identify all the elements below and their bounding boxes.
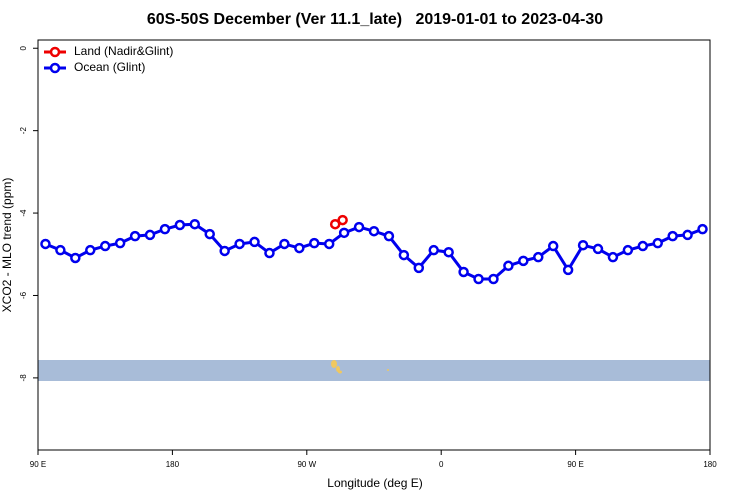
land-shapes (331, 360, 389, 374)
data-point (577, 239, 589, 251)
y-tick-label: 0 (19, 45, 28, 50)
data-point (518, 255, 529, 267)
legend-marker (49, 62, 61, 74)
data-point (338, 227, 350, 239)
data-point (473, 273, 484, 285)
data-point (413, 262, 425, 274)
data-point (592, 243, 604, 255)
y-tick-label: -8 (19, 374, 28, 382)
data-point (85, 244, 96, 256)
data-point (488, 273, 499, 285)
data-point (279, 238, 290, 250)
data-point (503, 260, 514, 272)
x-tick-label: 180 (166, 460, 180, 469)
data-point (368, 225, 380, 237)
data-point (174, 219, 186, 231)
data-point (129, 230, 141, 242)
data-point (398, 249, 410, 261)
data-point (443, 246, 454, 258)
data-point (144, 229, 156, 241)
chart-title: 60S-50S December (Ver 11.1_late) 2019-01… (147, 11, 603, 28)
data-point (219, 245, 230, 257)
data-point (383, 230, 395, 242)
data-point (428, 244, 439, 256)
y-axis-label: XCO2 - MLO trend (ppm) (0, 178, 14, 313)
legend-label: Ocean (Glint) (74, 60, 145, 74)
data-point (682, 229, 693, 241)
map-strip (38, 360, 710, 381)
data-point (622, 244, 634, 256)
data-point (294, 242, 305, 254)
data-point (70, 252, 81, 264)
data-point (533, 251, 544, 263)
data-point (159, 223, 171, 235)
y-tick-label: -4 (19, 209, 28, 217)
x-tick-label: 0 (439, 460, 444, 469)
x-tick-label: 90 E (567, 460, 583, 469)
data-point (189, 218, 201, 230)
data-point (249, 236, 260, 248)
data-point (353, 221, 365, 233)
data-point (40, 238, 51, 250)
data-point (697, 223, 708, 235)
legend-label: Land (Nadir&Glint) (74, 44, 173, 58)
data-point (337, 214, 348, 226)
data-point (309, 237, 320, 249)
data-point (114, 237, 126, 249)
data-point (323, 238, 335, 250)
data-point (562, 264, 574, 276)
data-point (264, 247, 275, 259)
data-point (607, 251, 619, 263)
data-point (637, 240, 649, 252)
x-tick-label: 90 E (30, 460, 46, 469)
y-tick-label: -2 (19, 127, 28, 135)
data-point (547, 240, 559, 252)
data-point (667, 230, 678, 242)
data-point (204, 228, 215, 240)
y-tick-label: -6 (19, 291, 28, 299)
plot-frame (37, 39, 711, 451)
x-tick-label: 180 (703, 460, 717, 469)
data-point (652, 237, 663, 249)
x-axis-label: Longitude (deg E) (327, 476, 422, 490)
x-tick-label: 90 W (297, 460, 316, 469)
data-point (55, 244, 66, 256)
data-point (458, 266, 469, 278)
legend-marker (49, 46, 61, 58)
data-point (329, 218, 341, 230)
data-point (99, 240, 111, 252)
data-point (234, 238, 245, 250)
